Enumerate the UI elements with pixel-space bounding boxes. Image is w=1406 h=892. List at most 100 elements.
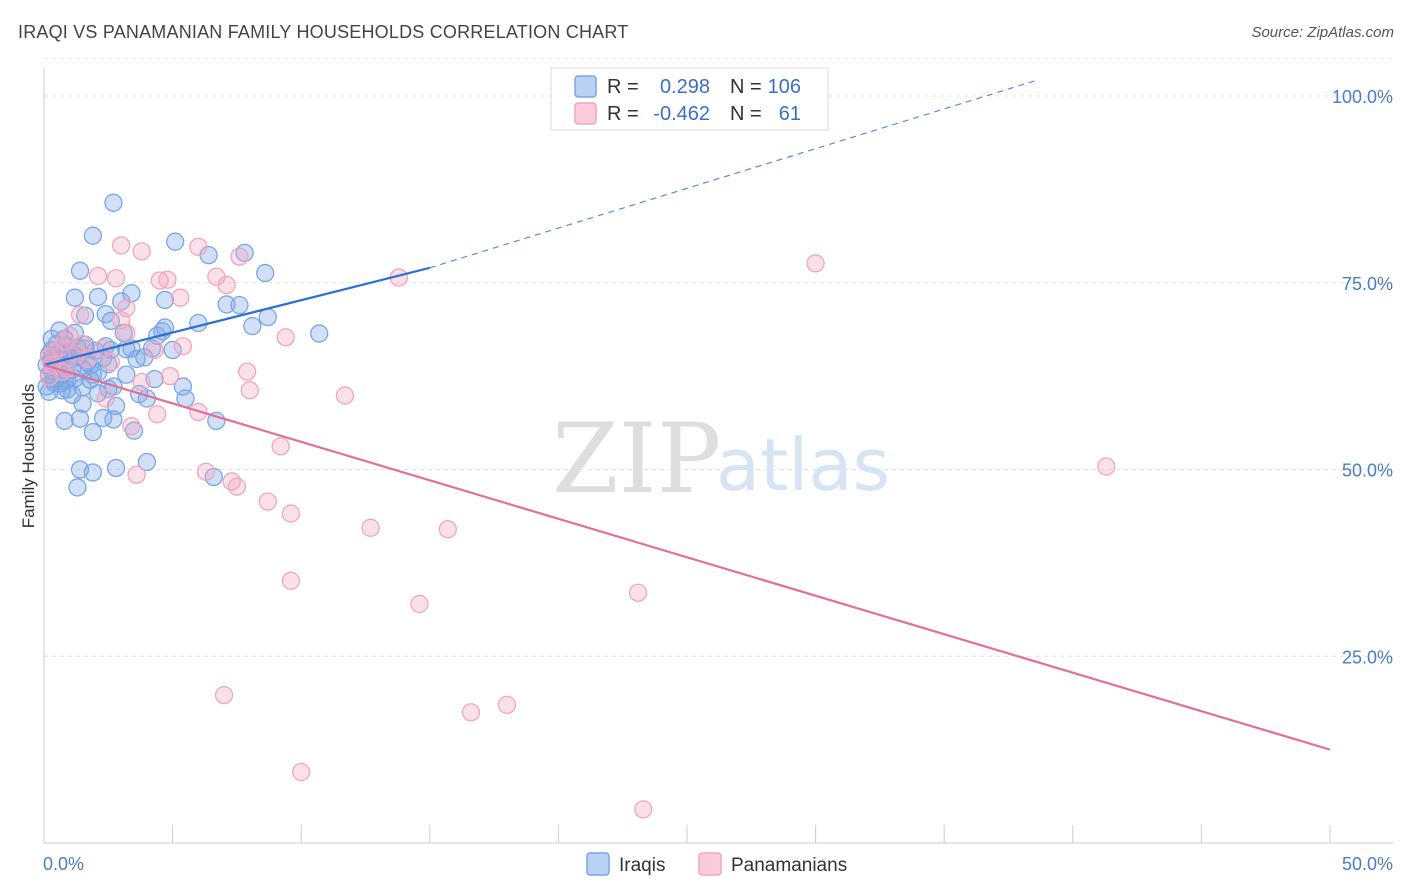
point-panamanians-6 xyxy=(106,269,126,288)
point-panamanians-2 xyxy=(132,242,151,261)
point-iraqis-65 xyxy=(106,396,126,416)
point-panamanians-60 xyxy=(39,367,59,387)
point-iraqis-0 xyxy=(104,193,123,212)
point-panamanians-30 xyxy=(240,381,259,400)
point-panamanians-43 xyxy=(281,504,301,523)
bottom-legend-swatch-panamanians xyxy=(698,852,722,876)
point-panamanians-53 xyxy=(634,800,653,819)
y-axis-title: Family Households xyxy=(19,384,38,529)
point-iraqis-90 xyxy=(135,348,154,367)
point-panamanians-1 xyxy=(189,237,208,257)
point-iraqis-8 xyxy=(88,287,108,307)
point-panamanians-14 xyxy=(70,305,90,325)
watermark-atlas: atlas xyxy=(716,423,890,507)
point-panamanians-25 xyxy=(101,352,121,372)
legend-n-label-panamanians: N = xyxy=(730,103,762,125)
point-iraqis-75 xyxy=(83,463,103,482)
y-tick-label-0: 100.0% xyxy=(1332,87,1393,107)
trend-line-panamanians xyxy=(43,363,1331,751)
series-legend: Iraqis Panamanians xyxy=(586,852,847,876)
legend-r-value-iraqis: 0.298 xyxy=(660,76,710,98)
point-iraqis-18 xyxy=(189,313,208,333)
point-panamanians-42 xyxy=(258,492,277,511)
bottom-legend-label-panamanians: Panamanians xyxy=(731,855,847,876)
point-panamanians-45 xyxy=(438,520,457,539)
axes xyxy=(43,68,1393,844)
point-iraqis-67 xyxy=(70,409,90,428)
chart-source: Source: ZipAtlas.com xyxy=(1251,24,1394,41)
point-iraqis-73 xyxy=(137,452,157,472)
point-panamanians-40 xyxy=(222,472,241,491)
point-panamanians-5 xyxy=(88,266,108,286)
point-panamanians-44 xyxy=(361,518,380,537)
point-panamanians-38 xyxy=(127,465,146,484)
point-panamanians-36 xyxy=(271,437,290,456)
legend-n-value-panamanians: 61 xyxy=(779,103,801,125)
point-iraqis-70 xyxy=(83,422,103,442)
legend-swatch-panamanians xyxy=(574,102,597,125)
point-iraqis-69 xyxy=(104,410,123,429)
watermark-zip: ZIP xyxy=(552,403,721,515)
stats-legend-box xyxy=(550,67,829,131)
point-panamanians-3 xyxy=(230,247,249,266)
chart-title: IRAQI VS PANAMANIAN FAMILY HOUSEHOLDS CO… xyxy=(18,22,629,42)
point-panamanians-7 xyxy=(150,271,169,290)
point-iraqis-5 xyxy=(70,261,90,280)
point-panamanians-48 xyxy=(628,583,648,602)
point-iraqis-39 xyxy=(127,349,146,369)
point-panamanians-13 xyxy=(117,298,136,318)
point-panamanians-46 xyxy=(281,571,301,590)
point-panamanians-39 xyxy=(196,462,216,481)
stats-legend: R = 0.298 N = 106 R = -0.462 N = 61 xyxy=(550,67,829,131)
point-panamanians-32 xyxy=(96,389,115,408)
y-tick-label-2: 50.0% xyxy=(1342,461,1393,481)
point-panamanians-20 xyxy=(173,337,193,356)
y-tick-label-1: 75.0% xyxy=(1342,274,1393,294)
trend-lines xyxy=(43,80,1331,751)
legend-swatch-iraqis xyxy=(574,75,597,98)
point-iraqis-64 xyxy=(73,394,92,413)
point-iraqis-78 xyxy=(68,478,87,497)
y-tick-labels: 100.0% 75.0% 50.0% 25.0% xyxy=(1332,87,1393,667)
point-panamanians-17 xyxy=(276,328,295,347)
point-iraqis-11 xyxy=(155,290,175,310)
x-tick-label-right: 50.0% xyxy=(1342,854,1393,874)
point-panamanians-10 xyxy=(217,275,236,295)
legend-r-label-panamanians: R = xyxy=(607,103,639,125)
point-panamanians-58 xyxy=(60,326,79,345)
point-panamanians-34 xyxy=(148,405,167,424)
point-panamanians-35 xyxy=(122,417,141,436)
point-panamanians-28 xyxy=(238,362,257,381)
point-iraqis-34 xyxy=(163,340,182,360)
point-panamanians-59 xyxy=(160,366,180,386)
point-iraqis-1 xyxy=(83,226,103,245)
point-iraqis-2 xyxy=(166,232,185,251)
point-iraqis-97 xyxy=(52,381,72,400)
point-iraqis-13 xyxy=(230,296,249,315)
point-panamanians-4 xyxy=(806,254,825,273)
legend-n-label-iraqis: N = xyxy=(730,76,762,98)
x-tick-label-left: 0.0% xyxy=(43,854,84,874)
point-panamanians-16 xyxy=(117,323,136,342)
point-panamanians-31 xyxy=(335,386,355,405)
point-panamanians-54 xyxy=(45,343,64,362)
point-panamanians-47 xyxy=(410,594,429,614)
series-panamanians xyxy=(39,236,1116,819)
point-iraqis-17 xyxy=(101,311,121,330)
trend-line-iraqis xyxy=(43,266,431,366)
point-panamanians-50 xyxy=(461,703,481,722)
legend-r-label-iraqis: R = xyxy=(607,76,639,98)
legend-r-value-panamanians: -0.462 xyxy=(653,103,710,125)
point-panamanians-51 xyxy=(497,695,517,714)
point-panamanians-12 xyxy=(171,288,190,307)
point-panamanians-0 xyxy=(112,236,131,255)
point-iraqis-15 xyxy=(76,306,95,325)
bottom-legend-swatch-iraqis xyxy=(586,852,610,876)
point-iraqis-19 xyxy=(243,316,262,336)
point-panamanians-52 xyxy=(292,762,311,782)
point-iraqis-66 xyxy=(55,411,74,431)
watermark: ZIP atlas xyxy=(552,403,890,515)
point-panamanians-41 xyxy=(227,477,247,496)
point-iraqis-50 xyxy=(117,365,136,384)
